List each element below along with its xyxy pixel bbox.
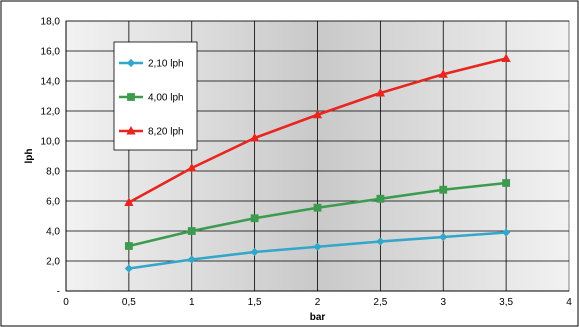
x-tick-label: 1,5 (248, 297, 262, 308)
x-tick-label: 2,5 (373, 297, 387, 308)
legend-label: 8,20 lph (148, 127, 184, 138)
data-point (249, 132, 260, 142)
data-point (250, 247, 259, 257)
data-point (438, 69, 448, 78)
data-point (502, 228, 511, 237)
data-point (187, 227, 196, 235)
x-tick-label: 3 (440, 297, 446, 308)
data-point (124, 264, 133, 273)
x-tick-label: 2 (315, 297, 321, 308)
x-tick-label: 1 (189, 297, 195, 308)
data-point (502, 179, 511, 187)
legend-label: 2,10 lph (148, 59, 184, 70)
y-tick-label: 16,0 (41, 47, 61, 58)
series-3 (124, 53, 511, 206)
legend: 2,10 lph 4,00 lph 8,20 lph (113, 41, 198, 151)
y-tick-label: - (57, 287, 60, 298)
data-point (439, 232, 448, 242)
legend-item: 4,00 lph (119, 93, 184, 104)
y-tick-label: 12,0 (41, 107, 61, 118)
data-point (124, 242, 133, 250)
data-point (126, 125, 136, 135)
x-axis-title: bar (310, 312, 326, 323)
series (124, 53, 511, 273)
x-tick-label: 3,5 (499, 297, 513, 308)
x-tick-label: 0 (63, 297, 69, 308)
data-point (250, 214, 259, 223)
data-point (124, 197, 134, 206)
data-point (376, 194, 385, 203)
legend-item: 8,20 lph (119, 125, 184, 138)
data-point (375, 87, 386, 97)
data-point (501, 53, 511, 62)
data-point (313, 242, 322, 251)
legend-label: 4,00 lph (148, 93, 184, 104)
y-tick-label: 2,0 (46, 257, 60, 268)
x-tick-label: 4 (566, 297, 572, 308)
y-tick-label: 8,0 (46, 167, 60, 178)
data-point (127, 93, 135, 101)
series-2 (124, 179, 511, 250)
legend-item: 2,10 lph (119, 59, 184, 70)
y-tick-label: 4,0 (46, 227, 60, 238)
x-tick-label: 0,5 (122, 297, 136, 308)
data-point (313, 203, 322, 212)
data-point (126, 58, 136, 68)
y-tick-label: 18,0 (41, 17, 61, 28)
data-point (376, 237, 385, 246)
y-axis-title: lph (24, 149, 35, 164)
y-tick-label: 6,0 (46, 197, 60, 208)
data-point (187, 162, 197, 172)
data-point (187, 255, 196, 264)
series-1 (124, 228, 511, 273)
y-tick-label: 10,0 (41, 137, 61, 148)
axes: - 2,0 4,0 6,0 8,0 10,0 12,0 14,0 16,0 18,0 0 0,5 1 1,… (41, 17, 573, 309)
data-point (439, 185, 448, 194)
y-tick-label: 14,0 (41, 77, 61, 88)
data-point (312, 109, 323, 119)
